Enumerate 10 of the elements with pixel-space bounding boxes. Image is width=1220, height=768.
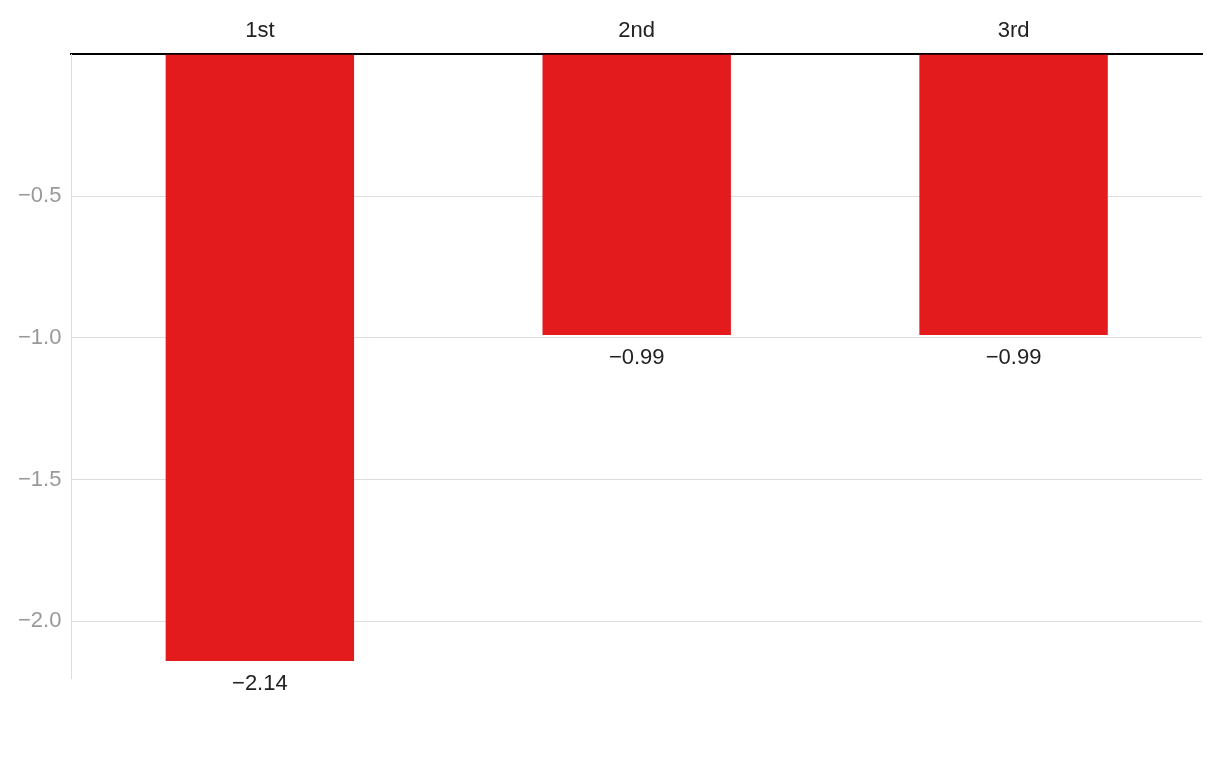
- y-tick-label: −1.0: [17, 323, 62, 349]
- data-label: −0.99: [608, 344, 665, 370]
- x-tick-label: 1st: [245, 17, 275, 43]
- x-tick-label: 2nd: [618, 17, 656, 43]
- y-tick-label: −0.5: [17, 182, 62, 208]
- x-tick-label: 3rd: [997, 17, 1030, 43]
- y-tick-label: −1.5: [17, 465, 62, 491]
- data-label: −2.14: [232, 670, 288, 696]
- y-tick-label: −2.0: [17, 607, 62, 633]
- data-label: −0.99: [985, 344, 1042, 370]
